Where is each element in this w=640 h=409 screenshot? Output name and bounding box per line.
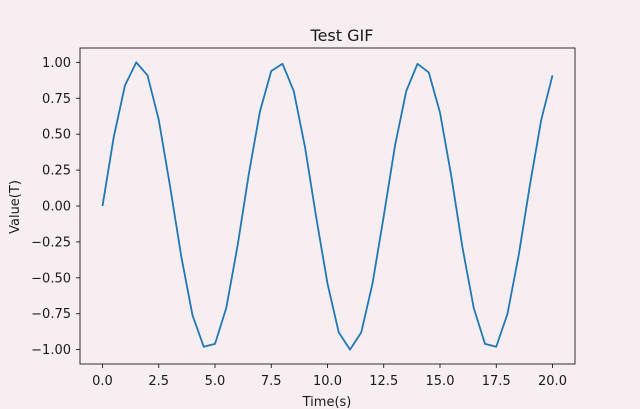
y-tick-label: 0.25 [42,164,71,179]
x-tick-label: 15.0 [426,374,455,389]
x-axis-label: Time(s) [302,395,352,409]
y-tick-label: −0.75 [31,307,71,322]
y-tick-label: −0.50 [31,271,71,286]
y-axis-ticks: 1.00 0.75 0.50 0.25 0.00 −0.25 −0.50 −0.75 −1.00 [31,56,80,358]
x-tick-label: 17.5 [482,374,511,389]
plot-area [79,47,576,365]
x-tick-label: 7.5 [261,374,282,389]
chart-title: Test GIF [310,26,374,45]
x-tick-label: 0.0 [92,374,113,389]
y-tick-label: 1.00 [42,56,71,71]
x-tick-label: 12.5 [369,374,398,389]
y-axis-label: Value(T) [8,180,23,234]
y-tick-label: −1.00 [31,343,71,358]
x-tick-label: 20.0 [538,374,567,389]
y-tick-label: 0.00 [42,200,71,215]
x-axis-ticks: 0.0 2.5 5.0 7.5 10.0 12.5 15.0 17.5 20.0 [92,364,567,389]
x-tick-label: 2.5 [148,374,169,389]
series-line [101,61,554,351]
y-tick-label: −0.25 [31,235,71,250]
x-tick-label: 5.0 [205,374,226,389]
y-tick-label: 0.75 [42,92,71,107]
x-tick-label: 10.0 [313,374,342,389]
series-group [101,61,554,351]
y-tick-label: 0.50 [42,128,71,143]
